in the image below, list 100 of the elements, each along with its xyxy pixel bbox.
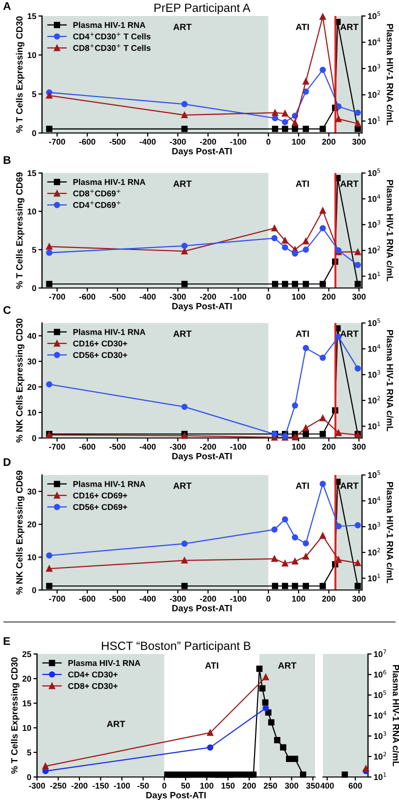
y2-tick-label: 10$^{1}$ xyxy=(368,574,380,582)
y-tick-label: 5 xyxy=(32,246,36,253)
text: A xyxy=(3,2,11,10)
band-label: ART xyxy=(340,180,358,187)
text: D xyxy=(4,458,11,466)
x-tick-label: -100 xyxy=(230,294,246,300)
y2-tick-label: 10$^{1}$ xyxy=(368,272,380,280)
x-tick-label: 100 xyxy=(292,294,306,300)
band-label: ATI xyxy=(205,662,218,669)
x-tick-label: -250 xyxy=(50,782,66,789)
y2-tick-label: 10$^{2}$ xyxy=(374,752,386,760)
x-tick-label: -500 xyxy=(109,294,126,300)
y2-axis-title: Plasma HIV-1 RNA c/mL xyxy=(386,24,394,126)
band-label: ART xyxy=(173,180,192,187)
x-tick-label: -200 xyxy=(200,596,216,602)
x-tick-label: -100 xyxy=(230,138,246,145)
y-tick-label: 0 xyxy=(32,587,36,594)
band-label: ART xyxy=(173,24,192,30)
x-tick-label: 250 xyxy=(264,782,278,789)
y2-tick-label: 10$^{5}$ xyxy=(374,690,386,698)
x-tick-label: -150 xyxy=(92,782,109,789)
y2-tick-label: 10$^{5}$ xyxy=(368,168,380,176)
band-label: ATI xyxy=(296,180,309,187)
y-tick-label: 25 xyxy=(22,651,32,658)
band-label: ART xyxy=(173,330,192,337)
legend-label: CD4$^{+}$CD30$^{+}$ T Cells xyxy=(73,32,150,40)
x-tick-label: -100 xyxy=(114,782,130,789)
y-tick-label: 10 xyxy=(28,410,36,416)
x-tick-label: 200 xyxy=(322,444,336,450)
text: B xyxy=(4,156,11,164)
y-tick-label: 10 xyxy=(28,554,36,560)
legend-label: CD56+ CD30+ xyxy=(73,352,128,358)
y2-tick-label: 10$^{3}$ xyxy=(368,370,380,378)
x-tick-label: 200 xyxy=(322,138,336,145)
x-tick-label: 150 xyxy=(222,782,235,789)
y2-tick-label: 10$^{2}$ xyxy=(368,246,380,254)
band-label: ART xyxy=(278,662,296,669)
x-tick-label: -400 xyxy=(140,444,156,450)
legend-label: Plasma HIV-1 RNA xyxy=(73,22,146,28)
chart-title: PrEP Participant A xyxy=(154,3,250,14)
x-tick-label: 300 xyxy=(284,782,298,789)
x-tick-label: 100 xyxy=(292,596,306,602)
y2-axis-title: Plasma HIV-1 RNA c/mL xyxy=(386,330,394,432)
y-tick-label: 15 xyxy=(22,700,32,706)
y2-tick-label: 10$^{2}$ xyxy=(368,548,380,556)
y2-tick-label: 10$^{5}$ xyxy=(368,318,380,326)
x-tick-label: -200 xyxy=(200,138,216,145)
x-tick-label: 0 xyxy=(266,596,270,602)
x-tick-label: 300 xyxy=(352,138,366,145)
legend-label: Plasma HIV-1 RNA xyxy=(68,660,140,666)
y-tick-label: 20 xyxy=(22,676,32,682)
y2-axis-title: Plasma HIV-1 RNA c/mL xyxy=(386,482,394,584)
y-tick-label: 15 xyxy=(28,170,36,176)
band-label: ART xyxy=(106,720,126,728)
legend-label: CD56+ CD69+ xyxy=(73,504,128,510)
x-tick-label: -400 xyxy=(140,294,156,300)
y-tick-label: 30 xyxy=(27,358,36,364)
legend-label: CD16+ CD30+ xyxy=(73,340,128,346)
x-tick-label: -300 xyxy=(170,444,186,450)
y-axis-title: % NK Cells Expressing CD30 xyxy=(16,318,24,442)
y2-tick-label: 10$^{1}$ xyxy=(368,422,380,430)
y2-tick-label: 10$^{3}$ xyxy=(368,64,380,72)
y-tick-label: 5 xyxy=(32,91,36,98)
x-tick-label: 0 xyxy=(266,294,270,300)
y2-tick-label: 10$^{2}$ xyxy=(368,90,380,98)
y2-axis-title: Plasma HIV-1 RNA c/mL xyxy=(392,665,399,766)
legend-label: CD8+ CD30+ xyxy=(68,683,118,690)
legend-label: Plasma HIV-1 RNA xyxy=(73,480,146,487)
y2-tick-label: 10$^{1}$ xyxy=(368,116,380,124)
band-label: ATI xyxy=(296,330,309,337)
x-tick-label: 200 xyxy=(322,596,336,602)
x-axis-title: Days Post-ATI xyxy=(172,605,232,614)
x-tick-label: -300 xyxy=(28,782,45,789)
y2-tick-label: 10$^{3}$ xyxy=(368,522,380,530)
y-axis-title: % T Cells Expressing CD30 xyxy=(10,657,20,774)
x-tick-label: 300 xyxy=(352,444,366,450)
y2-tick-label: 10$^{4}$ xyxy=(368,496,380,504)
y-tick-label: 0 xyxy=(32,285,36,292)
x-tick-label: -300 xyxy=(170,596,186,602)
x-tick-label: 300 xyxy=(352,596,366,602)
y2-axis-title: Plasma HIV-1 RNA c/mL xyxy=(386,180,394,282)
x-axis-title: Days Post-ATI xyxy=(146,792,206,800)
legend-label: CD4+ CD30+ xyxy=(68,672,118,678)
legend-label: Plasma HIV-1 RNA xyxy=(73,178,146,185)
y-tick-label: 30 xyxy=(27,488,36,495)
y-axis-title: % T Cells Expressing CD30 xyxy=(16,16,24,133)
x-tick-label: -100 xyxy=(230,596,246,602)
x-tick-label: -700 xyxy=(49,596,66,602)
y2-tick-label: 10$^{1}$ xyxy=(374,772,386,780)
x-tick-label: 50 xyxy=(181,782,190,789)
x-tick-label: -400 xyxy=(140,596,156,602)
chart-title: HSCT “Boston” Participant B xyxy=(102,641,250,652)
x-tick-label: -700 xyxy=(49,444,66,450)
x-tick-label: 0 xyxy=(266,138,270,145)
x-tick-label: 100 xyxy=(292,138,306,145)
x-tick-label: 300 xyxy=(352,294,366,300)
y2-tick-label: 10$^{4}$ xyxy=(368,344,380,352)
x-tick-label: -700 xyxy=(49,138,66,145)
legend-label: Plasma HIV-1 RNA xyxy=(73,328,146,335)
y2-tick-label: 10$^{6}$ xyxy=(374,670,386,678)
